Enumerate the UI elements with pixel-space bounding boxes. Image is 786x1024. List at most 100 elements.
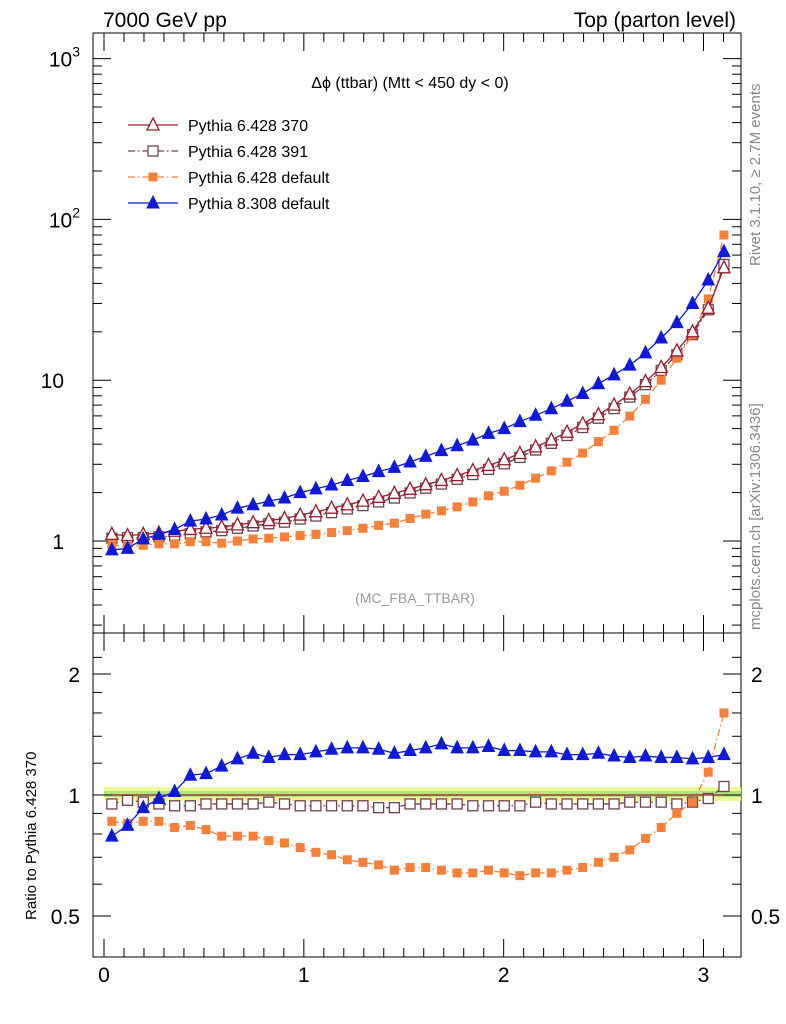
main-y-axis: 1 10 102 103 (41, 44, 741, 626)
data-point-pythia-8-308-default (105, 541, 119, 556)
legend-item-pythia-8-308-default: Pythia 8.308 default (128, 194, 330, 213)
side-mcplots-text: mcplots.cern.ch [arXiv:1306.3436] (747, 403, 764, 630)
data-point-pythia-8-308-default (560, 393, 574, 407)
ratio-point-pythia-6-428-391 (608, 798, 620, 810)
ratio-point-pythia-6-428-default (436, 865, 446, 875)
data-point-pythia-6-428-default (625, 411, 635, 421)
ratio-point-pythia-6-428-default (640, 833, 650, 843)
ratio-series (105, 708, 731, 881)
data-point-pythia-8-308-default (528, 407, 543, 421)
ratio-point-pythia-6-428-391 (263, 796, 275, 808)
data-point-pythia-6-428-370 (340, 496, 355, 511)
ratio-point-pythia-6-428-391 (404, 798, 416, 810)
legend-marker (146, 194, 160, 209)
data-point-pythia-6-428-370 (387, 484, 402, 499)
ratio-y-axis: 0.5 0.5 1 1 2 2 (51, 656, 780, 929)
ratio-point-pythia-6-428-391 (168, 800, 181, 812)
data-point-pythia-6-428-370 (230, 516, 245, 531)
ratio-y-tick-label-left: 1 (68, 785, 80, 808)
ratio-point-pythia-6-428-default (405, 863, 415, 873)
ratio-point-pythia-6-428-391 (294, 800, 306, 812)
data-point-pythia-8-308-default (497, 420, 512, 435)
ratio-point-pythia-8-308-default (105, 828, 119, 842)
ratio-point-pythia-6-428-default (625, 845, 635, 855)
x-tick-label: 2 (498, 964, 510, 987)
ratio-point-pythia-6-428-391 (435, 798, 448, 810)
data-point-pythia-6-428-370 (716, 259, 731, 274)
ratio-point-pythia-8-308-default (654, 749, 668, 763)
ratio-point-pythia-8-308-default (591, 745, 606, 759)
data-point-pythia-6-428-default (436, 506, 446, 516)
data-point-pythia-6-428-370 (622, 385, 637, 400)
series-line-pythia-8-308-default (111, 251, 725, 551)
data-point-pythia-8-308-default (152, 526, 166, 540)
ratio-point-pythia-8-308-default (670, 749, 684, 763)
ratio-band-inner (104, 791, 741, 797)
ratio-point-pythia-6-428-default (170, 823, 180, 833)
ratio-point-pythia-6-428-default (562, 865, 572, 875)
data-point-pythia-6-428-default (609, 425, 619, 435)
ratio-point-pythia-8-308-default (450, 739, 464, 754)
ratio-point-pythia-8-308-default (277, 746, 292, 761)
data-point-pythia-6-428-370 (371, 488, 386, 503)
ratio-line-pythia-6-428-391 (111, 785, 725, 809)
data-point-pythia-8-308-default (450, 437, 464, 452)
ratio-point-pythia-6-428-default (374, 860, 384, 870)
ratio-y-tick-label-right: 0.5 (751, 906, 780, 929)
data-point-pythia-8-308-default (638, 344, 653, 359)
main-series (104, 230, 731, 556)
data-point-pythia-8-308-default (466, 432, 480, 446)
ratio-point-pythia-6-428-default (154, 816, 164, 826)
chart-title: Δϕ (ttbar) (Mtt < 450 dy < 0) (311, 75, 509, 92)
ratio-point-pythia-6-428-default (248, 831, 258, 841)
series-line-pythia-6-428-391 (111, 264, 725, 539)
ratio-point-pythia-6-428-391 (278, 798, 291, 810)
data-point-pythia-6-428-370 (497, 451, 512, 466)
data-point-pythia-8-308-default (622, 357, 637, 371)
ratio-point-pythia-6-428-391 (325, 800, 338, 812)
series-line-pythia-6-428-default (111, 234, 725, 548)
ratio-point-pythia-6-428-default (703, 767, 713, 777)
ratio-point-pythia-8-308-default (481, 738, 496, 753)
data-point-pythia-6-428-default (484, 491, 494, 501)
main-y-tick-label: 1 (52, 531, 64, 554)
data-point-pythia-6-428-370 (183, 520, 198, 536)
ratio-point-pythia-8-308-default (685, 750, 700, 765)
data-point-pythia-6-428-370 (607, 396, 622, 411)
ratio-point-pythia-8-308-default (544, 743, 559, 758)
ratio-point-pythia-6-428-391 (624, 796, 636, 808)
ratio-point-pythia-8-308-default (371, 741, 386, 755)
data-point-pythia-8-308-default (418, 448, 433, 462)
ratio-point-pythia-6-428-default (688, 797, 698, 807)
data-point-pythia-6-428-default (374, 520, 384, 530)
data-point-pythia-6-428-default (578, 448, 588, 458)
data-point-pythia-6-428-default (232, 536, 242, 546)
ratio-point-pythia-6-428-default (593, 857, 603, 867)
data-point-pythia-8-308-default (120, 540, 135, 554)
ratio-point-pythia-8-308-default (120, 817, 135, 831)
data-point-pythia-6-428-370 (638, 373, 653, 388)
ratio-point-pythia-6-428-391 (702, 792, 714, 805)
data-point-pythia-8-308-default (654, 329, 668, 344)
data-point-pythia-6-428-default (546, 466, 556, 476)
ratio-point-pythia-6-428-default (672, 808, 682, 818)
ratio-point-pythia-8-308-default (622, 749, 637, 763)
data-point-pythia-6-428-370 (654, 359, 669, 374)
data-point-pythia-6-428-default (154, 539, 164, 549)
ratio-point-pythia-8-308-default (309, 743, 323, 758)
ratio-point-pythia-8-308-default (230, 750, 245, 765)
ratio-point-pythia-8-308-default (183, 767, 198, 781)
data-point-pythia-6-428-370 (701, 299, 716, 314)
ratio-point-pythia-6-428-default (232, 831, 242, 841)
data-point-pythia-6-428-370 (324, 499, 339, 514)
main-x-ticks (103, 33, 724, 633)
ratio-x-ticks (103, 633, 724, 957)
ratio-panel: 0.5 0.5 1 1 2 2 Ratio to Pythia 6.428 370 (23, 632, 780, 958)
ratio-point-pythia-8-308-default (497, 742, 512, 757)
x-tick-label: 1 (298, 964, 310, 987)
data-point-pythia-8-308-default (387, 459, 402, 473)
ratio-point-pythia-8-308-default (560, 746, 574, 761)
data-point-pythia-8-308-default (403, 453, 417, 468)
data-point-pythia-6-428-default (358, 523, 368, 533)
ratio-point-pythia-8-308-default (152, 790, 166, 805)
